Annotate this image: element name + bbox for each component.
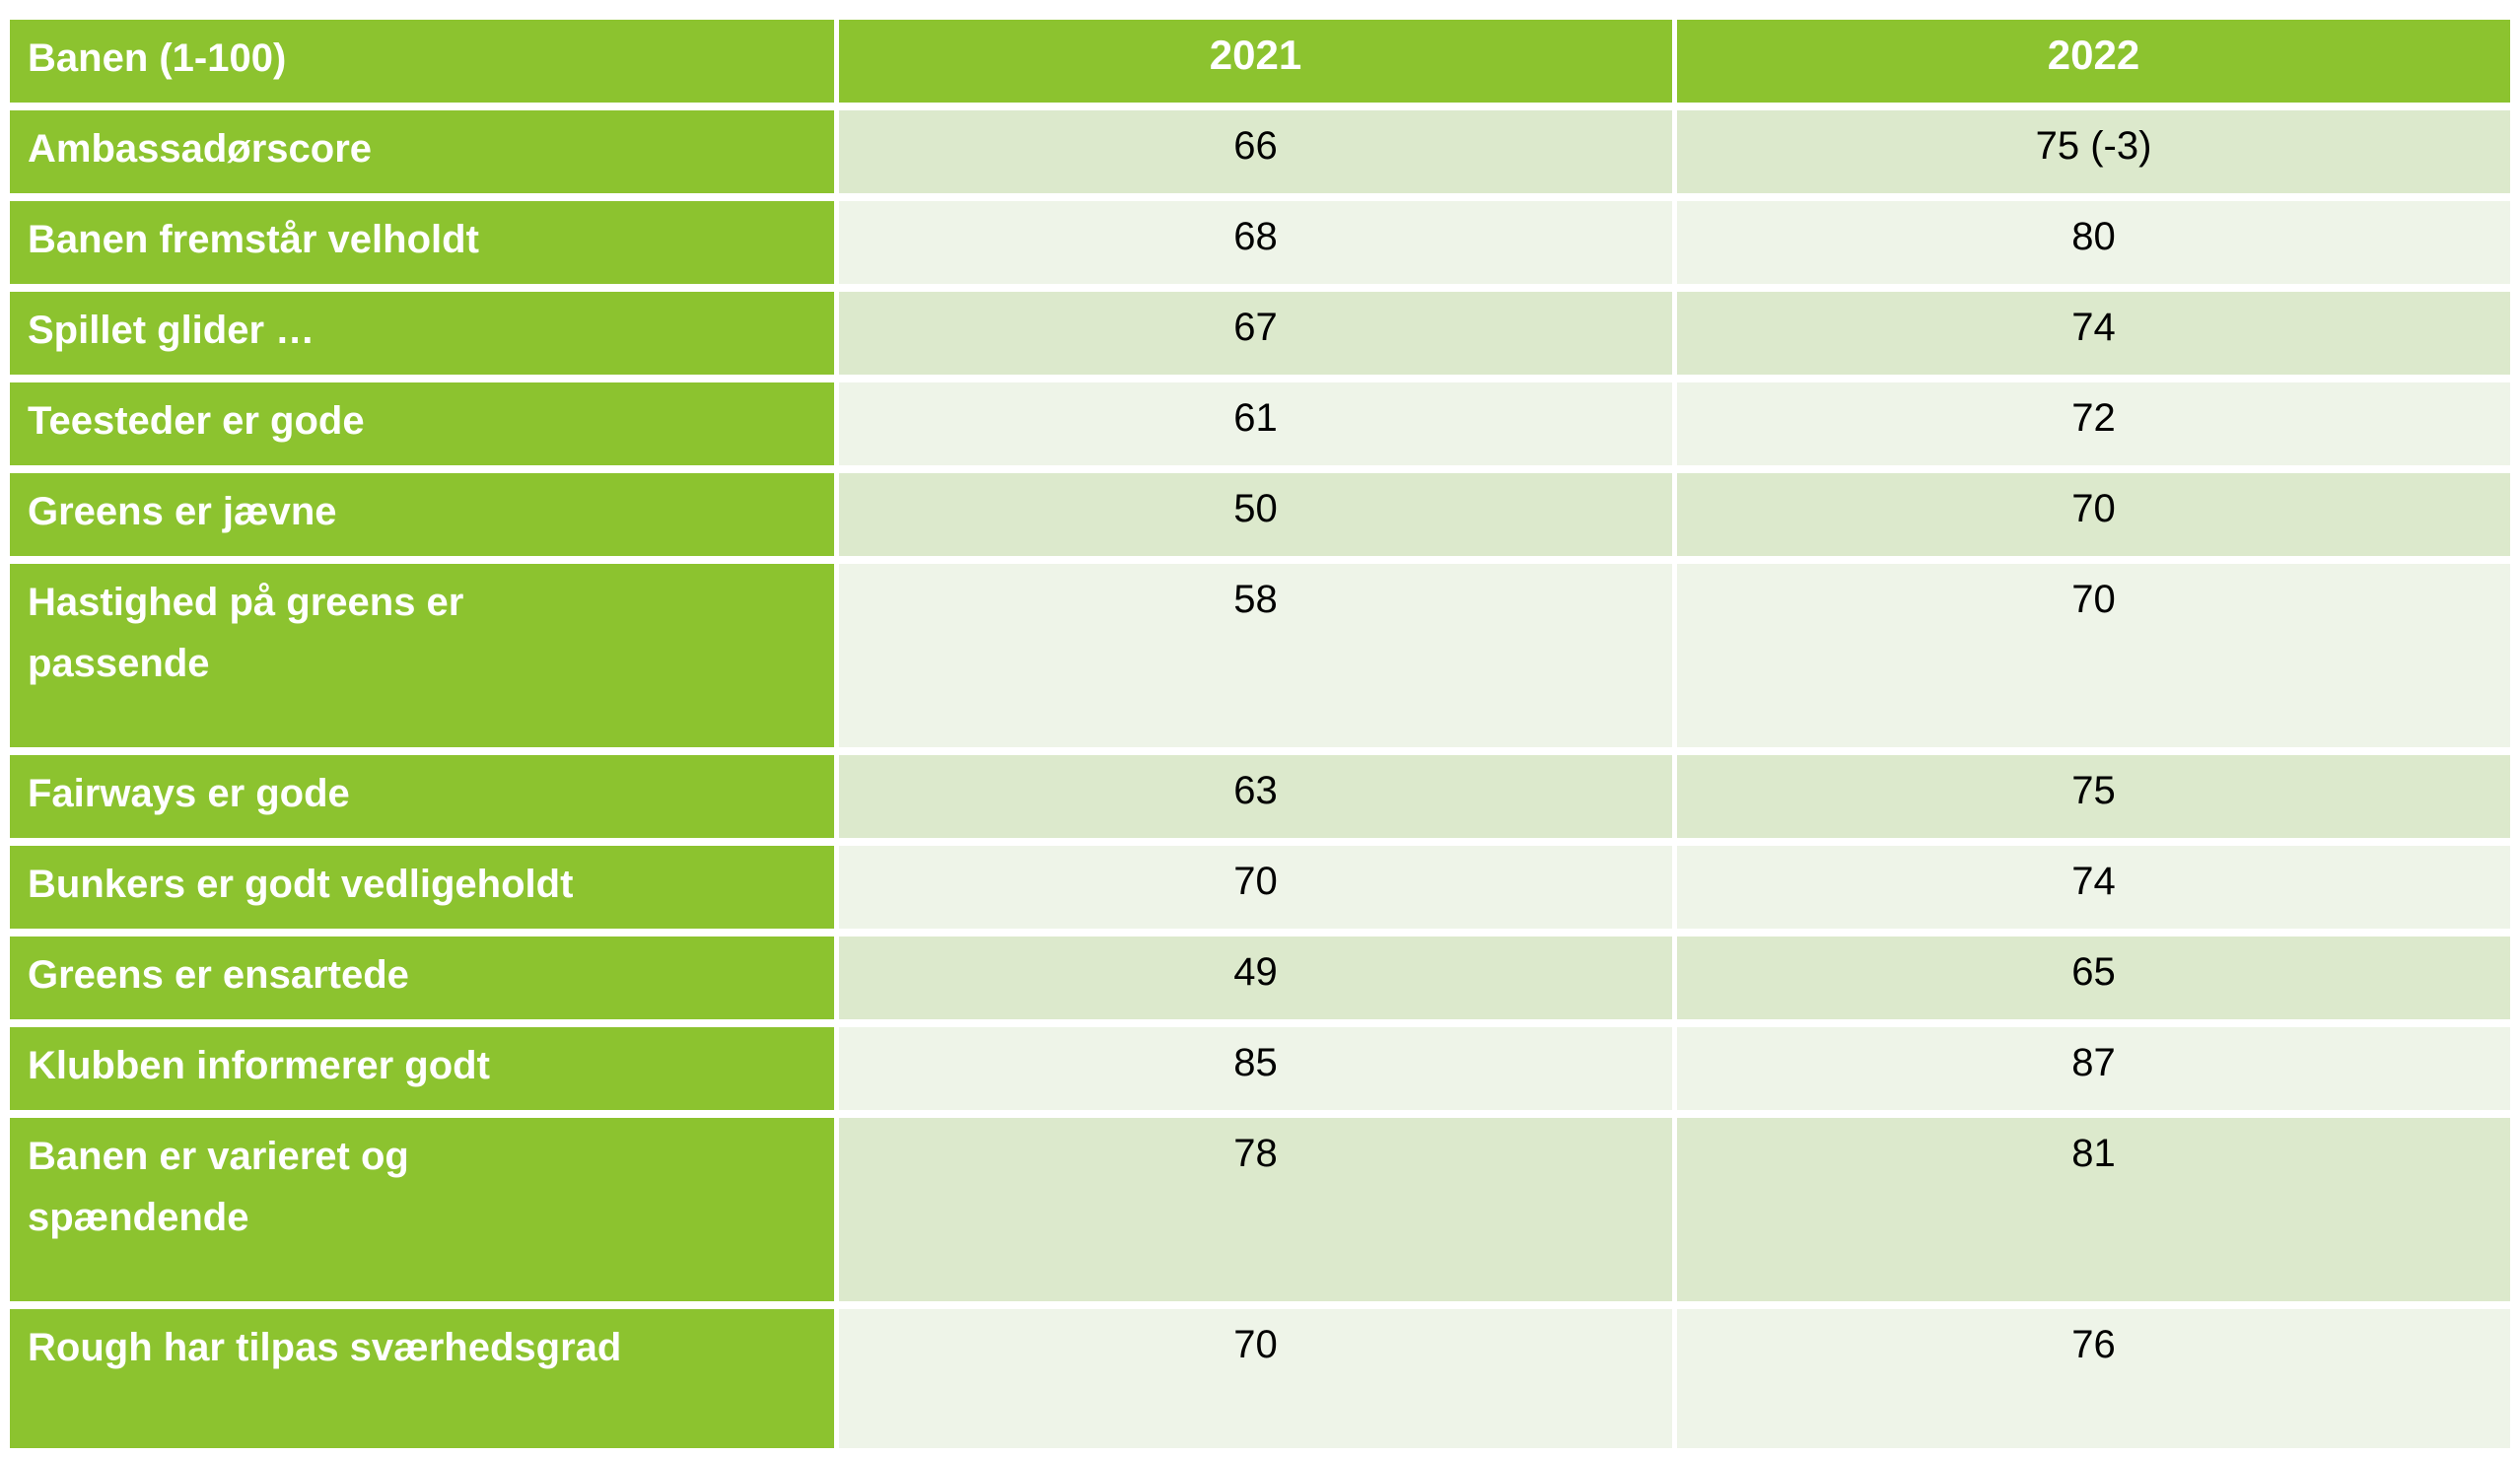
value-2022-cell: 75 (-3)	[1677, 110, 2510, 193]
row-label-cell: Teesteder er gode	[10, 382, 834, 465]
row-label-cell: Fairways er gode	[10, 755, 834, 838]
value-2022-cell: 76	[1677, 1309, 2510, 1448]
scores-table: Banen (1-100) 2021 2022 Ambassadørscore 6…	[10, 20, 2510, 1448]
value-2021-cell: 50	[839, 473, 1672, 556]
value-2021-cell: 58	[839, 564, 1672, 747]
value-2022-cell: 74	[1677, 292, 2510, 375]
value-2021-cell: 67	[839, 292, 1672, 375]
row-label-cell: Hastighed på greens er passende	[10, 564, 834, 747]
value-2021-cell: 49	[839, 937, 1672, 1019]
value-2021-cell: 70	[839, 1309, 1672, 1448]
value-2022-cell: 72	[1677, 382, 2510, 465]
value-2021-cell: 66	[839, 110, 1672, 193]
row-label-cell: Greens er jævne	[10, 473, 834, 556]
value-2022-cell: 70	[1677, 564, 2510, 747]
row-label-cell: Bunkers er godt vedligeholdt	[10, 846, 834, 929]
row-label-cell: Ambassadørscore	[10, 110, 834, 193]
table-header-2021: 2021	[839, 20, 1672, 103]
value-2022-cell: 80	[1677, 201, 2510, 284]
row-label-cell: Banen er varieret og spændende	[10, 1118, 834, 1301]
value-2022-cell: 70	[1677, 473, 2510, 556]
row-label-cell: Klubben informerer godt	[10, 1027, 834, 1110]
table-header-2022: 2022	[1677, 20, 2510, 103]
value-2021-cell: 70	[839, 846, 1672, 929]
value-2022-cell: 81	[1677, 1118, 2510, 1301]
value-2021-cell: 85	[839, 1027, 1672, 1110]
table-header-category: Banen (1-100)	[10, 20, 834, 103]
row-label-cell: Greens er ensartede	[10, 937, 834, 1019]
value-2022-cell: 87	[1677, 1027, 2510, 1110]
row-label-cell: Rough har tilpas sværhedsgrad	[10, 1309, 834, 1448]
row-label-cell: Banen fremstår velholdt	[10, 201, 834, 284]
value-2021-cell: 68	[839, 201, 1672, 284]
row-label-cell: Spillet glider …	[10, 292, 834, 375]
value-2021-cell: 78	[839, 1118, 1672, 1301]
value-2022-cell: 65	[1677, 937, 2510, 1019]
value-2021-cell: 61	[839, 382, 1672, 465]
value-2021-cell: 63	[839, 755, 1672, 838]
value-2022-cell: 75	[1677, 755, 2510, 838]
value-2022-cell: 74	[1677, 846, 2510, 929]
